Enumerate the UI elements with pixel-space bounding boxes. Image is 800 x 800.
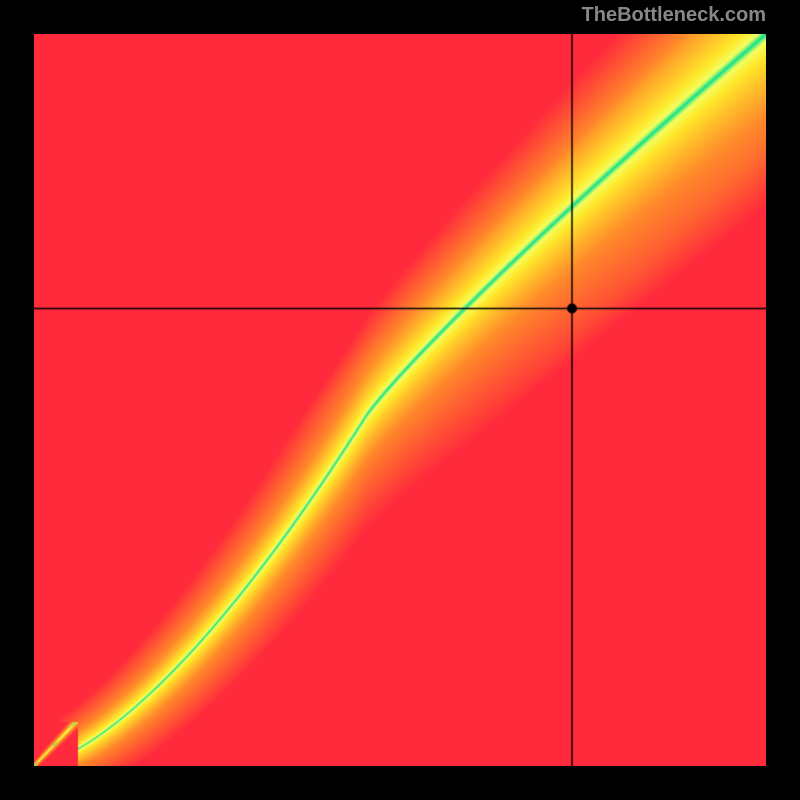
heatmap-plot	[34, 34, 766, 766]
heatmap-canvas	[34, 34, 766, 766]
chart-container: TheBottleneck.com	[0, 0, 800, 800]
watermark-text: TheBottleneck.com	[582, 4, 766, 27]
